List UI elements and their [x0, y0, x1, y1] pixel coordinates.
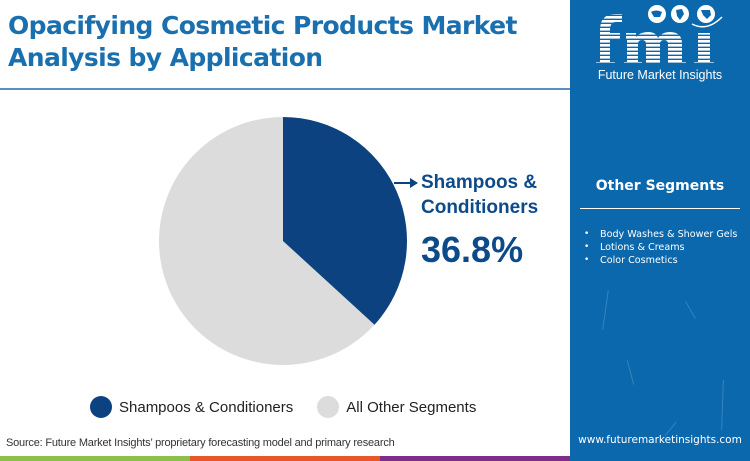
- bullet-icon: •: [584, 255, 590, 265]
- callout-label-line-2: Conditioners: [421, 197, 539, 218]
- logo-text: Future Market Insights: [597, 68, 723, 82]
- footer-stripe-purple: [380, 456, 570, 461]
- source-note: Source: Future Market Insights’ propriet…: [6, 437, 395, 449]
- other-segments-title: Other Segments: [595, 178, 725, 194]
- segment-label: Color Cosmetics: [600, 255, 678, 266]
- footer-stripe-orange: [190, 456, 380, 461]
- legend-swatch-icon: [317, 396, 340, 418]
- pie-chart: [0, 95, 570, 385]
- legend-label: Shampoos & Conditioners: [119, 398, 294, 416]
- texture-line: [685, 301, 696, 319]
- pie-slice-all-other-segments[interactable]: [159, 117, 375, 365]
- website-link[interactable]: www.futuremarketinsights.com: [578, 434, 742, 446]
- list-item: • Body Washes & Shower Gels: [584, 228, 737, 241]
- other-segments-divider: [580, 208, 740, 209]
- legend-label: All Other Segments: [346, 398, 477, 416]
- pie-slice-shampoos-conditioners[interactable]: [283, 117, 408, 325]
- callout-arrow-icon: [394, 178, 418, 188]
- segment-label: Lotions & Creams: [600, 242, 685, 253]
- segment-label: Body Washes & Shower Gels: [600, 229, 738, 240]
- footer-stripe-green: [0, 456, 190, 461]
- callout-label-line-1: Shampoos &: [421, 172, 538, 193]
- list-item: • Lotions & Creams: [584, 241, 737, 254]
- list-item: • Color Cosmetics: [584, 254, 737, 267]
- callout-label: Shampoos & Conditioners: [421, 170, 561, 220]
- page-title: Opacifying Cosmetic Products Market Anal…: [8, 10, 563, 74]
- texture-line: [721, 379, 724, 431]
- bullet-icon: •: [584, 242, 590, 252]
- legend-item-all-other-segments[interactable]: All Other Segments: [317, 396, 476, 418]
- fmi-logo-icon: [596, 5, 723, 64]
- title-line-1: Opacifying Cosmetic Products Market: [8, 11, 517, 40]
- pie-chart-svg: [159, 117, 418, 365]
- title-divider: [0, 88, 570, 90]
- other-segments-list: • Body Washes & Shower Gels • Lotions & …: [584, 228, 737, 267]
- callout-value: 36.8%: [421, 229, 524, 270]
- texture-line: [602, 290, 609, 330]
- texture-line: [626, 360, 635, 385]
- chart-legend: Shampoos & Conditioners All Other Segmen…: [90, 394, 476, 420]
- title-line-2: Analysis by Application: [8, 43, 323, 72]
- legend-swatch-icon: [90, 396, 112, 418]
- bullet-icon: •: [584, 229, 590, 239]
- sidebar-panel: Future Market Insights Other Segments • …: [570, 0, 750, 461]
- legend-item-shampoos-conditioners[interactable]: Shampoos & Conditioners: [90, 396, 293, 418]
